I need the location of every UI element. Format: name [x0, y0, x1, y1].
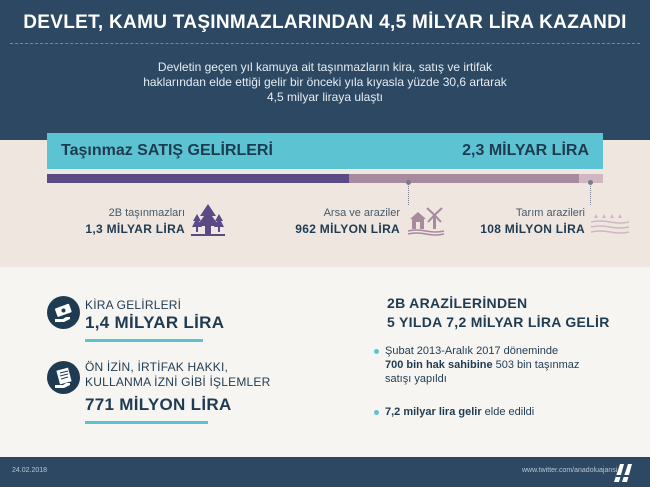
- sales-banner: Taşınmaz SATIŞ GELİRLERİ 2,3 MİLYAR LİRA: [47, 133, 603, 169]
- category-label: Arsa ve araziler: [323, 207, 400, 219]
- tick-dot: [406, 180, 411, 185]
- aa-logo-icon: [614, 464, 632, 482]
- subtitle-line: 4,5 milyar liraya ulaştı: [266, 90, 384, 104]
- footer: 24.02.2018 www.twitter.com/anadoluajansi: [0, 457, 650, 487]
- field-icon: [590, 214, 630, 234]
- bar-segment-arsa: [349, 174, 579, 183]
- money-hand-icon: [47, 296, 80, 329]
- bullet-1-bold: 700 bin hak sahibine: [385, 359, 493, 371]
- bullet-1-line: 700 bin hak sahibine 503 bin taşınmaz: [385, 358, 579, 372]
- land-2b-heading-line: 5 YILDA 7,2 MİLYAR LİRA GELİR: [387, 314, 610, 330]
- bullet-2-bold: 7,2 milyar lira gelir: [385, 406, 482, 418]
- category-value: 1,3 MİLYAR LİRA: [85, 222, 185, 236]
- rent-value: 1,4 MİLYAR LİRA: [85, 313, 225, 332]
- rent-label: KİRA GELİRLERİ: [85, 298, 182, 312]
- category-value: 962 MİLYON LİRA: [295, 222, 400, 236]
- sales-total: 2,3 MİLYAR LİRA: [462, 142, 589, 159]
- footer-twitter[interactable]: www.twitter.com/anadoluajansi: [522, 467, 618, 474]
- subtitle-line: Devletin geçen yıl kamuya ait taşınmazla…: [157, 60, 493, 74]
- permits-underline: [85, 421, 208, 424]
- page-title: DEVLET, KAMU TAŞINMAZLARINDAN 4,5 MİLYAR…: [23, 12, 627, 33]
- tick-line: [590, 183, 591, 205]
- tree-icon: [191, 204, 225, 236]
- permits-label-line: KULLANMA İZNİ GİBİ İŞLEMLER: [85, 375, 271, 389]
- bullet-1-line: satışı yapıldı: [385, 373, 447, 385]
- subtitle: Devletin geçen yıl kamuya ait taşınmazla…: [110, 60, 540, 105]
- bullet-dot: [374, 410, 379, 415]
- tick-line: [408, 183, 409, 205]
- title-divider: [10, 43, 640, 44]
- land-2b-heading-line: 2B ARAZİLERİNDEN: [387, 295, 528, 311]
- bullet-1-line: Şubat 2013-Aralık 2017 döneminde: [385, 345, 559, 357]
- land-2b-bullet-2: 7,2 milyar lira gelir elde edildi: [385, 405, 534, 419]
- permits-label-line: ÖN İZİN, İRTİFAK HAKKI,: [85, 360, 229, 374]
- subtitle-line: haklarından elde ettiği gelir bir önceki…: [143, 75, 507, 89]
- document-hand-icon: [47, 361, 80, 394]
- land-2b-bullet-1: Şubat 2013-Aralık 2017 döneminde 700 bin…: [385, 344, 579, 386]
- bar-segment-2b: [47, 174, 349, 183]
- bullet-1-rest: 503 bin taşınmaz: [492, 359, 580, 371]
- rent-underline: [85, 339, 203, 342]
- lower-section: [0, 267, 650, 457]
- bullet-dot: [374, 349, 379, 354]
- sales-label: Taşınmaz SATIŞ GELİRLERİ: [61, 142, 273, 159]
- header: DEVLET, KAMU TAŞINMAZLARINDAN 4,5 MİLYAR…: [0, 0, 650, 140]
- permits-value: 771 MİLYON LİRA: [85, 395, 232, 414]
- bar-segment-tarim: [579, 174, 603, 183]
- house-windmill-icon: [407, 207, 445, 236]
- bullet-2-rest: elde edildi: [481, 406, 535, 418]
- permits-label: ÖN İZİN, İRTİFAK HAKKI, KULLANMA İZNİ Gİ…: [85, 360, 270, 390]
- tick-dot: [588, 180, 593, 185]
- category-value: 108 MİLYON LİRA: [480, 222, 585, 236]
- category-label: Tarım arazileri: [515, 207, 585, 219]
- footer-date: 24.02.2018: [12, 467, 48, 474]
- category-label: 2B taşınmazları: [108, 207, 185, 219]
- land-2b-heading: 2B ARAZİLERİNDEN 5 YILDA 7,2 MİLYAR LİRA…: [387, 294, 610, 332]
